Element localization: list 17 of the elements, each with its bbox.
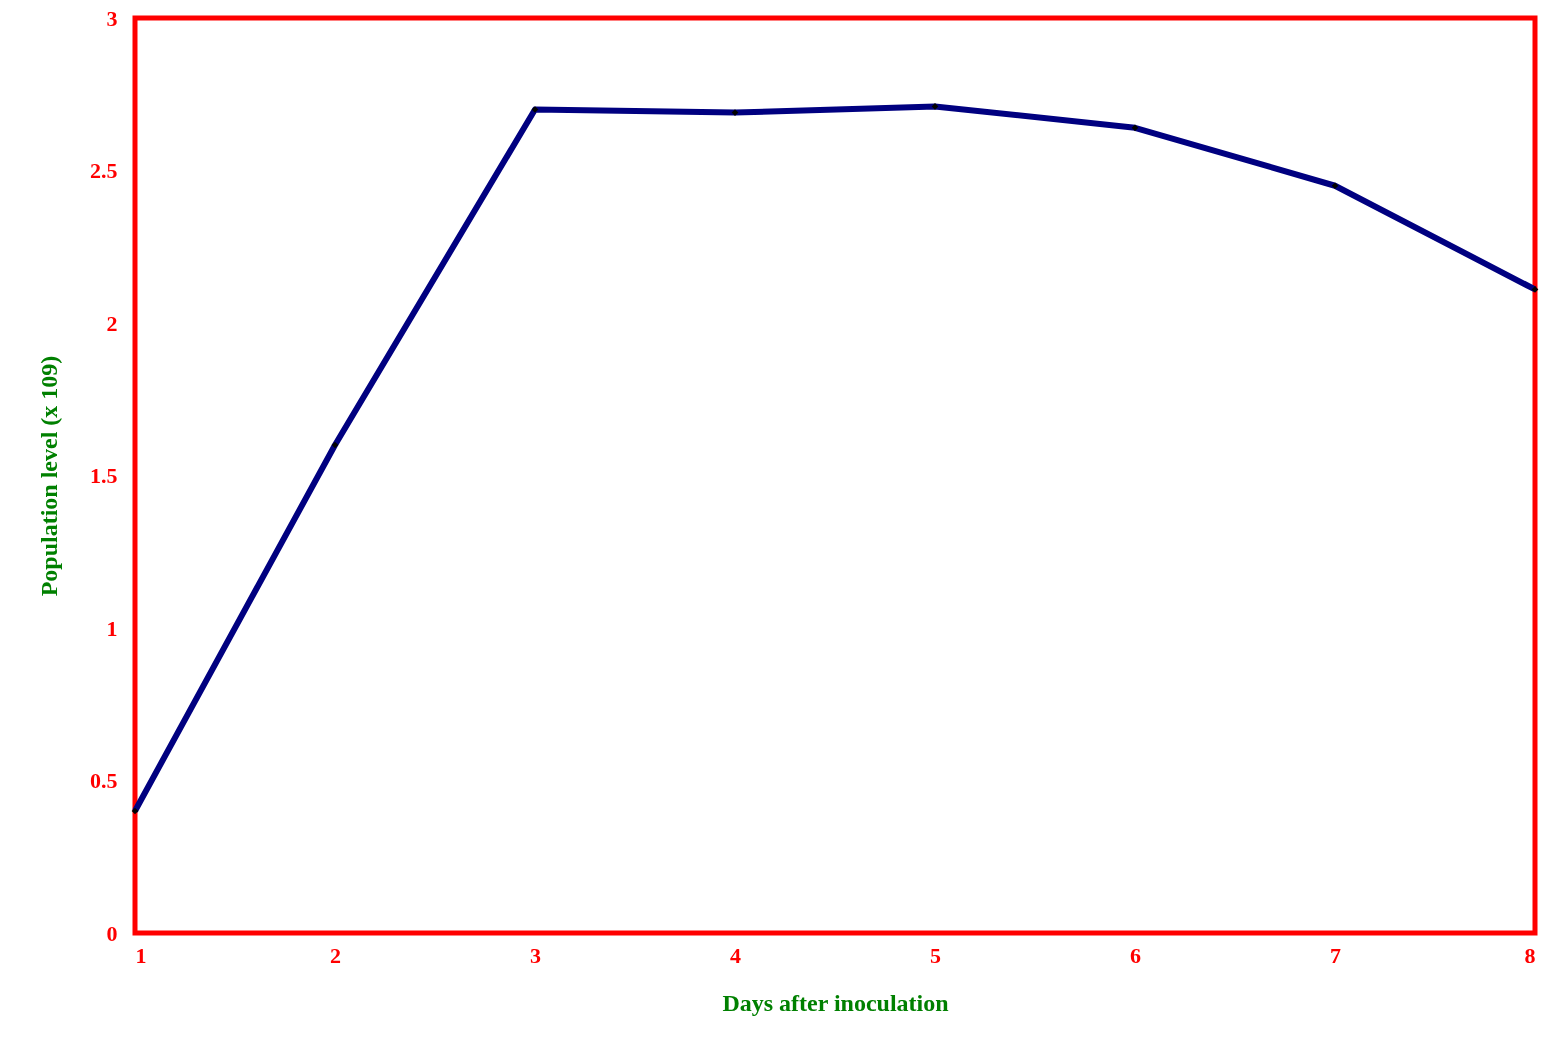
x-tick-label: 4: [730, 942, 741, 968]
y-axis-title: Population level (x 109): [36, 355, 62, 597]
y-tick-label: 0.5: [90, 768, 118, 793]
y-tick-label: 2.5: [90, 158, 118, 183]
x-tick-label: 7: [1330, 942, 1341, 968]
y-tick-label: 0: [106, 920, 118, 946]
x-tick-label: 6: [1130, 942, 1141, 968]
y-tick-label: 2: [106, 310, 118, 336]
y-tick-label: 1: [106, 615, 118, 641]
x-tick-label: 8: [1524, 942, 1536, 968]
x-tick-label: 3: [530, 942, 541, 968]
x-tick-label: 5: [930, 942, 941, 968]
y-tick-label: 1.5: [90, 463, 118, 488]
y-tick-label: 3: [106, 5, 118, 31]
x-tick-label: 1: [135, 942, 147, 968]
x-tick-label: 2: [330, 942, 341, 968]
x-axis-title: Days after inoculation: [722, 989, 949, 1016]
